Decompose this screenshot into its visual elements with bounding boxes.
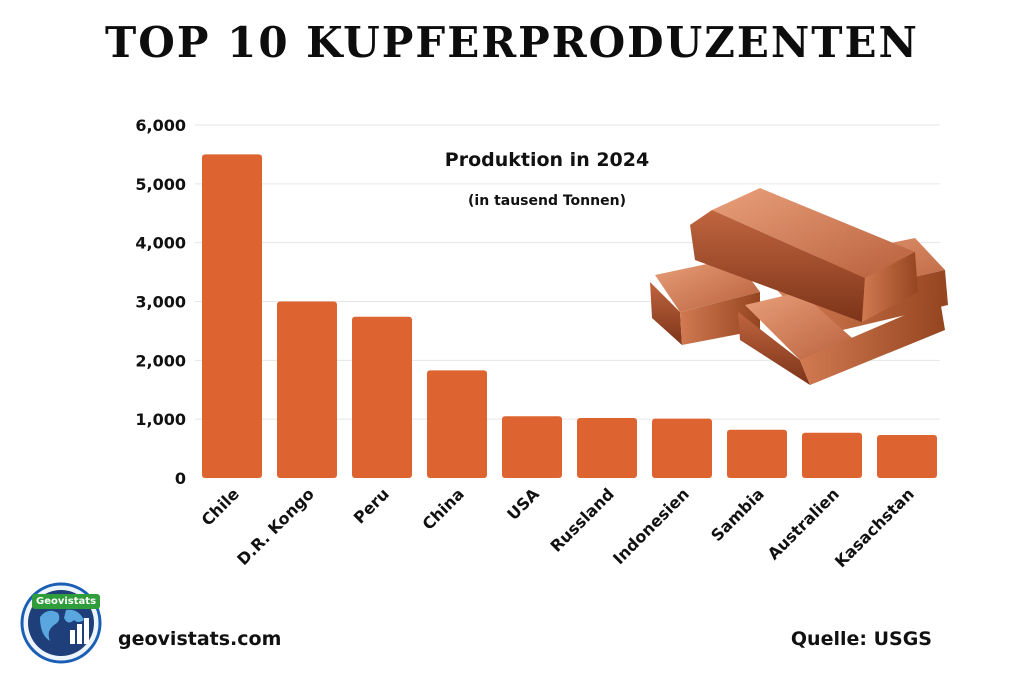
chart-subtitle: (in tausend Tonnen) bbox=[468, 193, 626, 209]
x-tick-label: Indonesien bbox=[609, 484, 693, 568]
bar-peru bbox=[352, 316, 412, 478]
x-tick-label: Chile bbox=[198, 484, 243, 529]
y-tick-label: 6,000 bbox=[135, 116, 186, 135]
bar-indonesien bbox=[652, 418, 712, 478]
x-tick-label: Kasachstan bbox=[831, 484, 918, 571]
bar-usa bbox=[502, 416, 562, 478]
y-tick-label: 4,000 bbox=[135, 234, 186, 253]
y-tick-label: 3,000 bbox=[135, 293, 186, 312]
x-tick-label: Australien bbox=[764, 484, 843, 563]
footer-source: Quelle: USGS bbox=[790, 628, 932, 650]
x-tick-label: USA bbox=[503, 484, 543, 524]
bar-d-r-kongo bbox=[277, 301, 337, 478]
chart-title: Produktion in 2024 bbox=[445, 149, 649, 171]
x-tick-label: D.R. Kongo bbox=[233, 484, 318, 569]
bar-sambia bbox=[727, 429, 787, 478]
copper-ingot-stack-icon bbox=[650, 188, 948, 385]
logo-text: Geovistats bbox=[32, 594, 101, 609]
bar-chile bbox=[202, 154, 262, 478]
bar-kasachstan bbox=[877, 435, 937, 478]
page-title: TOP 10 KUPFERPRODUZENTEN bbox=[105, 18, 919, 67]
y-tick-label: 1,000 bbox=[135, 410, 186, 429]
bar-china bbox=[427, 370, 487, 478]
bar-australien bbox=[802, 432, 862, 478]
x-tick-label: China bbox=[418, 484, 467, 533]
y-tick-label: 2,000 bbox=[135, 351, 186, 370]
y-tick-label: 0 bbox=[175, 469, 186, 488]
bar-russland bbox=[577, 417, 637, 478]
y-tick-label: 5,000 bbox=[135, 175, 186, 194]
footer-site-link[interactable]: geovistats.com bbox=[118, 628, 282, 650]
x-tick-label: Russland bbox=[546, 484, 617, 555]
x-tick-label: Peru bbox=[350, 484, 393, 527]
x-tick-label: Sambia bbox=[707, 484, 768, 545]
